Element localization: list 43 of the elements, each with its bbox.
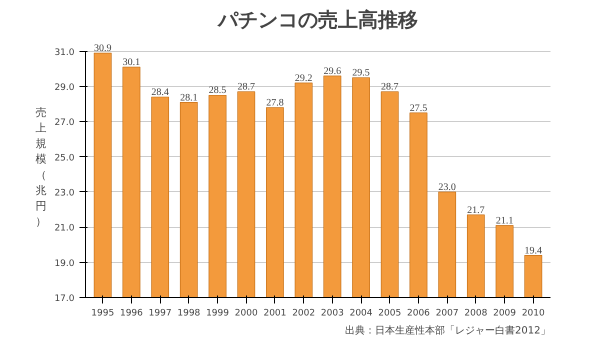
y-tick-label: 23.0 [54, 188, 75, 198]
data-label: 27.8 [266, 98, 284, 109]
data-label: 29.5 [352, 68, 370, 79]
y-tick-label: 25.0 [54, 153, 75, 164]
x-tick-label: 2001 [263, 308, 286, 318]
data-label: 28.7 [237, 82, 255, 93]
x-tick-label: 2000 [234, 308, 258, 318]
y-tick-label: 27.0 [54, 118, 75, 128]
data-label: 28.5 [208, 85, 226, 96]
x-tick-label: 2002 [292, 308, 316, 318]
x-tick-label: 2007 [436, 308, 459, 318]
x-tick-label: 2009 [493, 308, 516, 318]
x-tick-label: 2005 [378, 308, 402, 318]
x-tick-label: 2010 [522, 308, 546, 318]
data-label: 23.0 [438, 182, 456, 193]
y-tick-label: 19.0 [54, 258, 75, 269]
data-label: 28.4 [151, 87, 169, 98]
data-label: 29.2 [294, 72, 312, 84]
y-tick-label: 17.0 [54, 294, 75, 304]
y-tick-label: 29.0 [54, 82, 75, 93]
y-tick-label: 21.0 [54, 224, 75, 234]
data-label: 21.7 [467, 204, 485, 216]
x-tick-label: 2006 [407, 308, 430, 318]
data-label: 30.1 [122, 57, 140, 68]
data-label: 27.5 [410, 102, 428, 114]
y-tick-label: 31.0 [54, 48, 75, 58]
data-label: 19.4 [524, 245, 542, 256]
x-tick-label: 1997 [148, 308, 172, 318]
x-tick-label: 2008 [464, 308, 488, 318]
x-tick-label: 1996 [120, 308, 144, 318]
data-label: 28.1 [180, 92, 198, 104]
source-note: 出典：日本生産性本部「レジャー白書2012」 [345, 324, 551, 336]
data-label: 21.1 [496, 215, 514, 226]
x-tick-label: 2004 [350, 308, 373, 318]
data-label: 29.6 [324, 66, 342, 77]
y-axis-title: 売上規模（兆円） [35, 106, 46, 228]
data-label: 28.7 [381, 82, 399, 93]
x-tick-label: 1995 [91, 308, 114, 318]
data-label: 30.9 [94, 43, 112, 54]
x-tick-label: 1998 [177, 308, 201, 318]
x-tick-label: 1999 [206, 308, 230, 318]
chart-title: パチンコの売上高推移 [217, 8, 418, 32]
x-tick-label: 2003 [320, 308, 344, 318]
